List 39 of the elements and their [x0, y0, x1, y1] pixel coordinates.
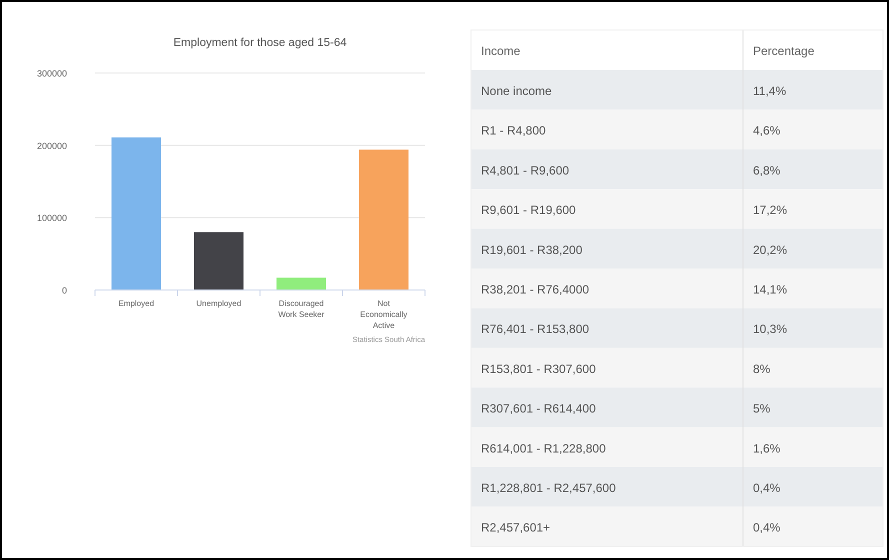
- category-label: R2,457,601+: [481, 520, 550, 535]
- category-label: None income: [481, 84, 552, 98]
- text: 11,4%: [753, 84, 786, 98]
- category-label: R76,401 - R153,800: [481, 322, 590, 336]
- x-tick-label: Not Economically Active: [360, 299, 408, 330]
- category-label: R307,601 - R614,400: [481, 402, 596, 416]
- y-tick-label: 100000: [36, 213, 67, 224]
- text: 8%: [753, 362, 770, 376]
- text: 20,2%: [753, 242, 788, 257]
- category-label: R1,228,801 - R2,457,600: [481, 481, 616, 495]
- text: 4,6%: [753, 124, 780, 138]
- category-label: R19,601 - R38,200: [481, 242, 583, 257]
- bar: [194, 232, 244, 290]
- text: 14,1%: [753, 282, 788, 296]
- x-tick-label: Unemployed: [196, 299, 242, 308]
- y-tick-label: 300000: [36, 68, 67, 78]
- category-label: R153,801 - R307,600: [481, 362, 596, 376]
- category-label: R1 - R4,800: [481, 124, 546, 138]
- text: 5%: [753, 402, 770, 416]
- text: 0,4%: [753, 520, 780, 535]
- bar: [359, 150, 408, 290]
- x-tick-label: Discouraged Work Seeker: [278, 299, 325, 319]
- text: 17,2%: [753, 203, 788, 218]
- text: Income: [481, 44, 521, 58]
- text: 6,8%: [753, 163, 780, 178]
- chart-title: Employment for those aged 15-64: [173, 37, 348, 49]
- category-label: R38,201 - R76,4000: [481, 282, 590, 296]
- y-tick-label: 0: [62, 286, 67, 296]
- x-tick-label: Employed: [118, 299, 154, 308]
- text: 1,6%: [753, 441, 780, 456]
- category-label: R4,801 - R9,600: [481, 163, 570, 178]
- category-label: R614,001 - R1,228,800: [481, 441, 606, 456]
- text: Percentage: [753, 44, 815, 58]
- category-label: R9,601 - R19,600: [481, 203, 576, 218]
- bar: [112, 137, 161, 290]
- text: 10,3%: [753, 322, 788, 336]
- text: 0,4%: [753, 481, 780, 495]
- bar: [276, 278, 326, 290]
- y-tick-label: 200000: [36, 140, 67, 151]
